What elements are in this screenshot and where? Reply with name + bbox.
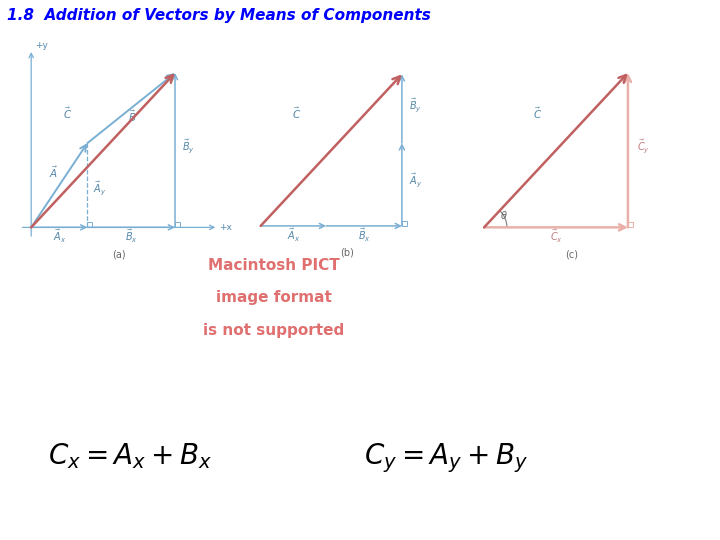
Text: $\vec{B}$: $\vec{B}$	[127, 109, 136, 124]
Bar	[628, 222, 633, 227]
Text: $\vec{C}$: $\vec{C}$	[534, 105, 542, 120]
Text: $\theta$: $\theta$	[500, 208, 508, 220]
Text: $\vec{C}$: $\vec{C}$	[292, 106, 301, 121]
Text: $\vec{C}_x$: $\vec{C}_x$	[549, 228, 562, 245]
Text: $\vec{B}_y$: $\vec{B}_y$	[409, 96, 422, 113]
Text: (a): (a)	[112, 249, 126, 259]
Text: $\vec{A}_y$: $\vec{A}_y$	[93, 179, 106, 197]
Text: $\vec{B}_y$: $\vec{B}_y$	[182, 137, 195, 155]
Text: $\vec{C}_y$: $\vec{C}_y$	[636, 137, 649, 155]
Text: (b): (b)	[340, 247, 354, 257]
Text: $\vec{A}_x$: $\vec{A}_x$	[287, 226, 300, 244]
Text: Macintosh PICT: Macintosh PICT	[208, 258, 339, 273]
Text: $C_x = A_x + B_x$: $C_x = A_x + B_x$	[48, 441, 212, 471]
Text: $C_y = A_y + B_y$: $C_y = A_y + B_y$	[364, 442, 528, 475]
Bar	[175, 222, 180, 227]
Bar	[87, 222, 92, 227]
Text: $\vec{A}$: $\vec{A}$	[49, 165, 58, 180]
Text: $\vec{B}_x$: $\vec{B}_x$	[125, 228, 138, 245]
Text: image format: image format	[216, 291, 331, 306]
Text: $\vec{B}_x$: $\vec{B}_x$	[358, 226, 370, 244]
Text: (c): (c)	[565, 249, 578, 259]
Text: +y: +y	[35, 42, 48, 50]
Text: +x: +x	[219, 223, 232, 232]
Text: is not supported: is not supported	[203, 323, 344, 338]
Bar	[402, 221, 407, 226]
Text: $\vec{A}_x$: $\vec{A}_x$	[53, 228, 66, 245]
Text: 1.8  Addition of Vectors by Means of Components: 1.8 Addition of Vectors by Means of Comp…	[7, 8, 431, 23]
Text: $\vec{A}_y$: $\vec{A}_y$	[409, 172, 422, 190]
Text: $\vec{C}$: $\vec{C}$	[63, 105, 72, 120]
